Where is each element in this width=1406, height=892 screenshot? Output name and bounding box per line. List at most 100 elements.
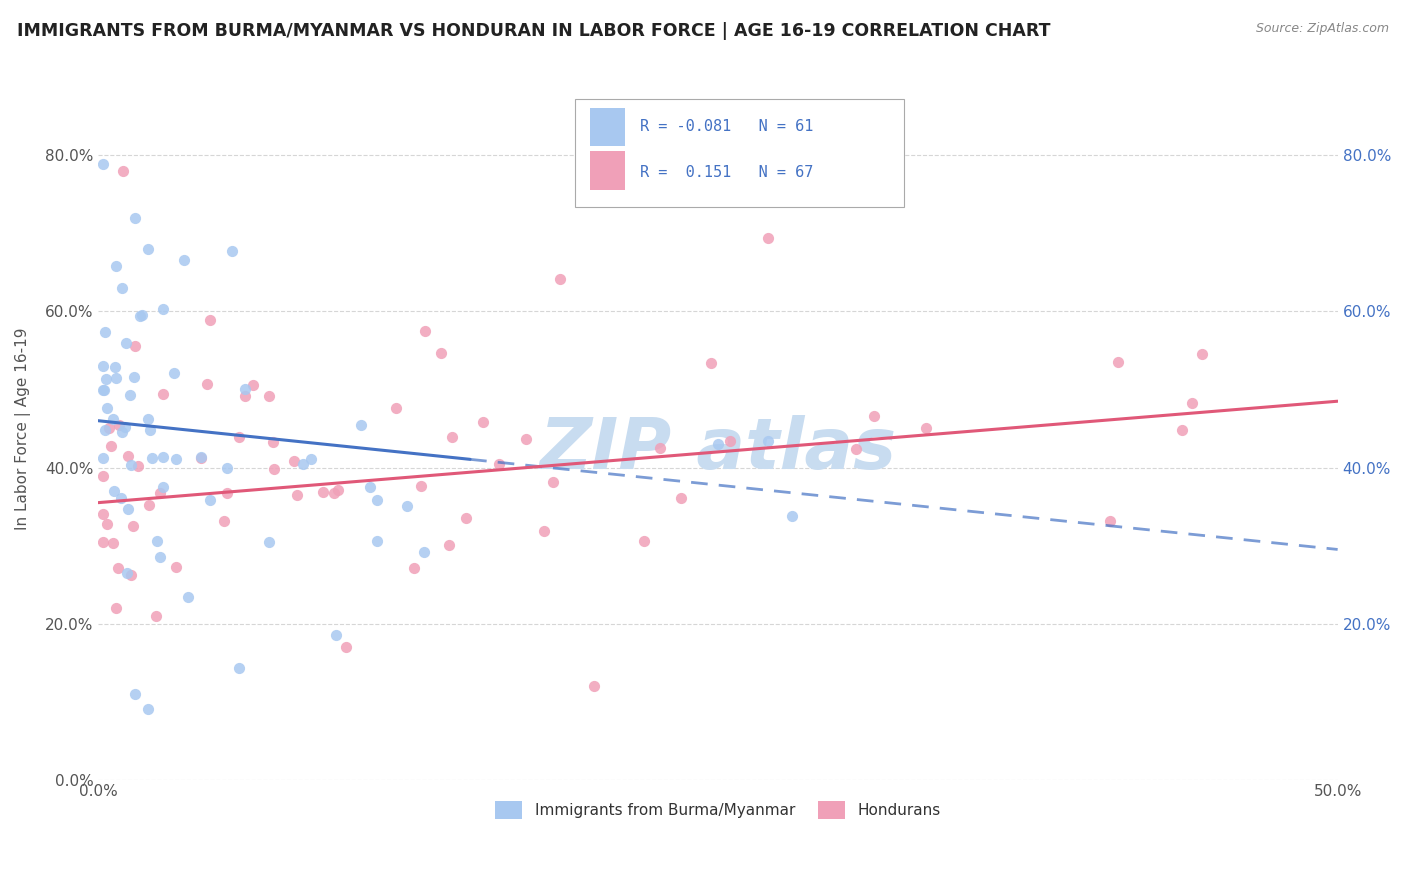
Point	[190, 450, 212, 464]
Point	[359, 480, 381, 494]
Text: ZIP atlas: ZIP atlas	[540, 415, 897, 484]
Point	[257, 535, 280, 549]
Point	[124, 687, 146, 701]
Point	[200, 493, 222, 508]
Text: Source: ZipAtlas.com: Source: ZipAtlas.com	[1256, 22, 1389, 36]
Point	[756, 434, 779, 448]
Point	[233, 382, 256, 396]
Point	[488, 458, 510, 472]
Point	[312, 485, 335, 500]
Point	[149, 485, 172, 500]
Point	[221, 244, 243, 259]
Point	[215, 486, 238, 500]
Point	[91, 450, 114, 465]
Point	[325, 628, 347, 642]
Point	[131, 308, 153, 322]
Point	[149, 550, 172, 565]
Point	[257, 389, 280, 403]
Point	[718, 434, 741, 448]
Point	[152, 450, 174, 465]
Point	[700, 355, 723, 369]
Point	[541, 475, 564, 489]
Point	[707, 436, 730, 450]
Point	[1181, 396, 1204, 410]
Point	[1107, 354, 1129, 368]
Point	[285, 488, 308, 502]
Point	[101, 536, 124, 550]
Point	[669, 491, 692, 505]
Bar	[591, 108, 626, 146]
Point	[263, 462, 285, 476]
Point	[350, 417, 373, 432]
Point	[93, 507, 115, 521]
Point	[120, 458, 142, 472]
Point	[862, 409, 884, 424]
Text: R = -0.081   N = 61: R = -0.081 N = 61	[640, 120, 813, 134]
Point	[1098, 515, 1121, 529]
Point	[96, 517, 118, 532]
Point	[404, 561, 426, 575]
Point	[91, 157, 114, 171]
Point	[145, 608, 167, 623]
Point	[756, 231, 779, 245]
Point	[115, 336, 138, 351]
Legend: Immigrants from Burma/Myanmar, Hondurans: Immigrants from Burma/Myanmar, Hondurans	[489, 795, 948, 824]
Point	[845, 442, 868, 457]
Point	[283, 454, 305, 468]
Point	[165, 452, 187, 467]
Text: IMMIGRANTS FROM BURMA/MYANMAR VS HONDURAN IN LABOR FORCE | AGE 16-19 CORRELATION: IMMIGRANTS FROM BURMA/MYANMAR VS HONDURA…	[17, 22, 1050, 40]
Point	[173, 253, 195, 268]
Point	[105, 259, 128, 273]
Point	[548, 271, 571, 285]
Point	[124, 339, 146, 353]
Point	[165, 560, 187, 574]
Point	[322, 486, 344, 500]
Point	[415, 324, 437, 338]
Point	[412, 545, 434, 559]
Y-axis label: In Labor Force | Age 16-19: In Labor Force | Age 16-19	[15, 327, 31, 530]
Point	[262, 434, 284, 449]
Point	[91, 383, 114, 397]
Point	[291, 458, 314, 472]
Point	[120, 567, 142, 582]
Bar	[591, 151, 626, 190]
Point	[430, 346, 453, 360]
Text: R =  0.151   N = 67: R = 0.151 N = 67	[640, 165, 813, 179]
Point	[228, 660, 250, 674]
Point	[112, 164, 135, 178]
Point	[441, 430, 464, 444]
Point	[454, 511, 477, 525]
Point	[94, 325, 117, 339]
Point	[122, 370, 145, 384]
Point	[93, 423, 115, 437]
Point	[118, 388, 141, 402]
Point	[121, 519, 143, 533]
Point	[515, 432, 537, 446]
Point	[152, 480, 174, 494]
Point	[91, 359, 114, 373]
FancyBboxPatch shape	[575, 98, 904, 207]
Point	[136, 702, 159, 716]
Point	[395, 499, 418, 513]
Point	[93, 383, 115, 397]
Point	[366, 533, 388, 548]
Point	[439, 538, 461, 552]
Point	[384, 401, 406, 415]
Point	[111, 281, 134, 295]
Point	[100, 439, 122, 453]
Point	[471, 415, 494, 429]
Point	[94, 372, 117, 386]
Point	[163, 367, 186, 381]
Point	[141, 451, 163, 466]
Point	[124, 211, 146, 225]
Point	[782, 508, 804, 523]
Point	[139, 423, 162, 437]
Point	[242, 378, 264, 392]
Point	[214, 514, 236, 528]
Point	[104, 370, 127, 384]
Point	[650, 441, 672, 455]
Point	[110, 491, 132, 505]
Point	[411, 478, 433, 492]
Point	[582, 679, 605, 693]
Point	[177, 590, 200, 604]
